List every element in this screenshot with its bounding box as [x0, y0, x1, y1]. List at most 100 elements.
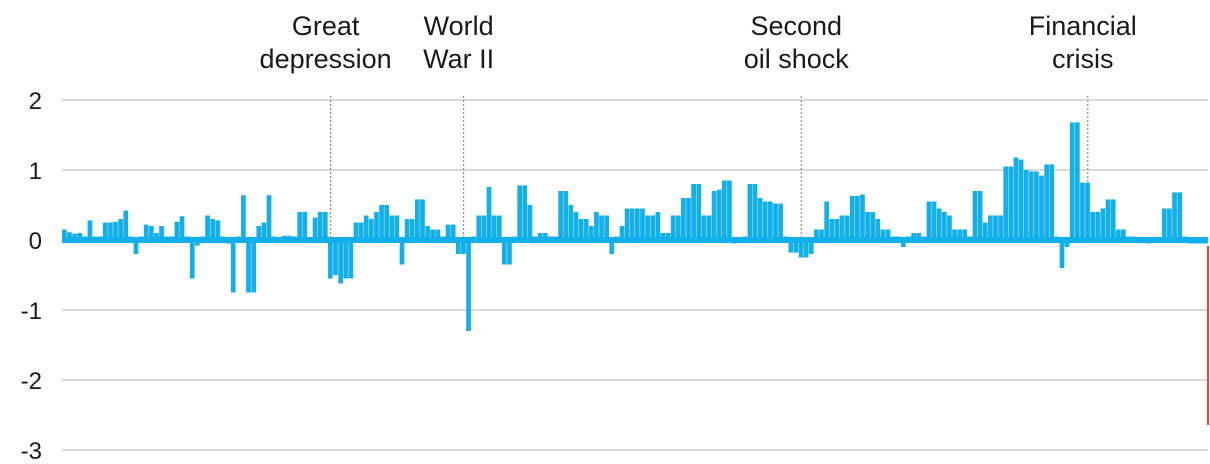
bar-167 — [911, 233, 916, 240]
bar-150 — [824, 201, 830, 240]
bar-17 — [143, 224, 149, 240]
bar-12 — [118, 219, 123, 240]
bar-179 — [972, 191, 978, 240]
bar-146 — [803, 240, 809, 258]
bar-6 — [87, 220, 93, 240]
event-label-line: Second — [750, 11, 842, 41]
y-tick-label: -2 — [21, 368, 42, 395]
y-tick-label: 2 — [29, 88, 42, 115]
bar-41 — [266, 195, 272, 240]
bar-13 — [123, 210, 129, 240]
bar-165 — [901, 240, 906, 247]
bar-95 — [542, 233, 548, 240]
bar-110 — [619, 226, 625, 240]
bar-90 — [517, 185, 523, 240]
bar-217 — [1167, 208, 1172, 240]
bar-62 — [374, 212, 379, 240]
y-axis-tick-labels: 2 1 0 -1 -2 -3 — [21, 88, 42, 464]
bar-154 — [844, 215, 850, 240]
event-labels: Great depression World War II Second oil shoc… — [260, 11, 1137, 74]
bar-203 — [1095, 212, 1101, 240]
bar-116 — [650, 215, 656, 240]
bar-3 — [72, 233, 77, 240]
bar-192 — [1039, 175, 1044, 240]
bar-218 — [1172, 192, 1177, 240]
bar-175 — [952, 229, 957, 240]
bar-189 — [1023, 170, 1029, 240]
bar-157 — [860, 194, 865, 240]
bar-129 — [716, 189, 722, 240]
bar-197 — [1064, 240, 1070, 247]
bar-11 — [113, 221, 118, 240]
bar-70 — [415, 199, 420, 240]
bar-131 — [727, 180, 732, 240]
bar-206 — [1110, 199, 1116, 240]
bar-108 — [609, 240, 615, 254]
bar-148 — [814, 229, 819, 240]
bar-63 — [379, 205, 384, 240]
event-label-line: Great — [292, 11, 360, 41]
bar-65 — [389, 215, 395, 240]
bar-137 — [757, 198, 763, 240]
bar-216 — [1161, 208, 1167, 240]
bar-120 — [670, 215, 676, 240]
bar-177 — [962, 229, 968, 240]
bar-86 — [496, 215, 502, 240]
bar-124 — [691, 184, 696, 240]
bar-198 — [1069, 122, 1075, 240]
event-label-line: depression — [260, 44, 392, 74]
bar-173 — [941, 212, 947, 240]
bar-layer — [62, 122, 1208, 331]
bar-38 — [251, 240, 257, 293]
bar-82 — [476, 215, 482, 240]
bar-39 — [256, 226, 262, 240]
bar-126 — [701, 215, 707, 240]
bar-73 — [430, 229, 436, 240]
bar-31 — [215, 220, 221, 240]
bar-128 — [711, 191, 717, 240]
bar-168 — [916, 233, 922, 240]
bar-48 — [302, 212, 308, 240]
bar-72 — [425, 226, 430, 240]
bar-71 — [420, 199, 425, 240]
bar-57 — [348, 240, 354, 279]
bar-114 — [640, 208, 645, 240]
bar-98 — [558, 191, 563, 240]
bar-67 — [399, 240, 405, 265]
bar-91 — [522, 185, 528, 240]
bar-58 — [353, 222, 359, 240]
bar-68 — [404, 219, 410, 240]
bar-181 — [982, 222, 988, 240]
bar-106 — [599, 215, 604, 240]
bar-119 — [665, 233, 671, 240]
bar-208 — [1121, 229, 1126, 240]
event-label-3: Financial crisis — [1029, 11, 1137, 74]
bar-94 — [537, 233, 543, 240]
bar-37 — [246, 240, 251, 293]
y-tick-label: -3 — [21, 438, 42, 464]
bar-183 — [993, 215, 998, 240]
bar-201 — [1085, 182, 1090, 240]
bar-138 — [762, 201, 768, 240]
bar-151 — [829, 219, 835, 240]
bar-162 — [885, 229, 891, 240]
event-label-1: World War II — [423, 11, 494, 74]
bar-155 — [849, 195, 855, 240]
bar-117 — [655, 212, 661, 240]
bar-40 — [261, 222, 267, 240]
bar-180 — [977, 191, 983, 240]
bar-152 — [834, 219, 840, 240]
bar-219 — [1177, 192, 1183, 240]
bar-199 — [1074, 122, 1080, 240]
bar-191 — [1034, 171, 1039, 240]
bar-200 — [1080, 182, 1085, 240]
bar-76 — [445, 224, 451, 240]
bar-135 — [747, 184, 753, 240]
bar-160 — [875, 219, 881, 240]
bar-204 — [1100, 208, 1106, 240]
bar-141 — [778, 203, 783, 240]
bar-194 — [1049, 164, 1055, 240]
bar-24 — [179, 216, 185, 240]
bar-20 — [159, 226, 164, 240]
bar-144 — [793, 240, 799, 253]
